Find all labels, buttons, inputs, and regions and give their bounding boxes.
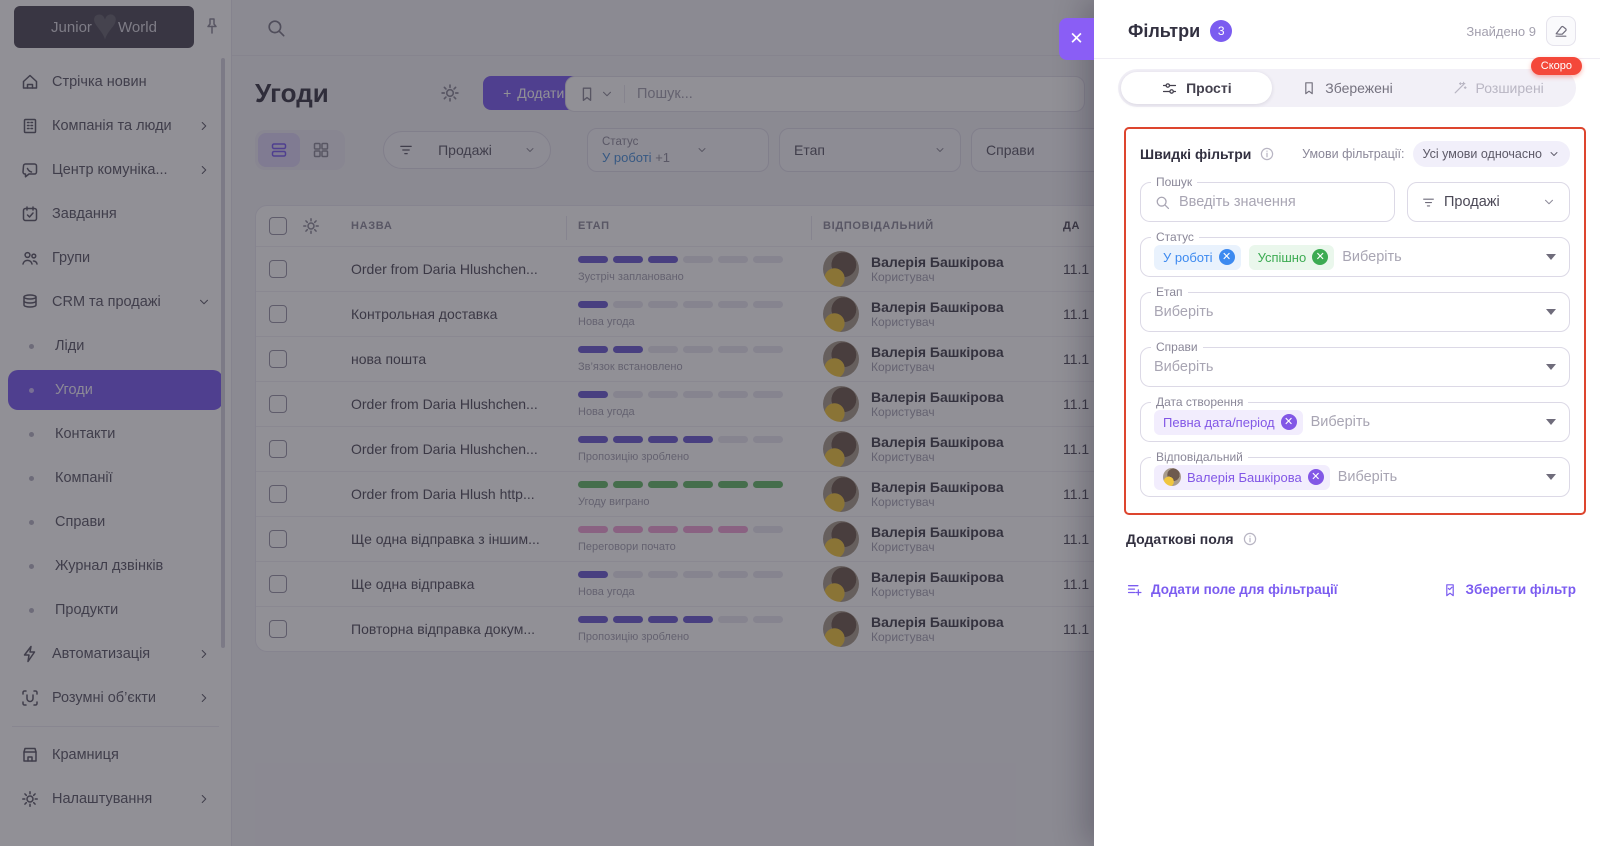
close-filters-button[interactable]: ✕ <box>1059 18 1094 60</box>
quick-filters-title: Швидкі фільтри <box>1140 146 1252 162</box>
filter-panel: ✕ Фільтри 3 Знайдено 9 Прості Збережені … <box>1059 0 1600 846</box>
save-filter-button[interactable]: Зберегти фільтр <box>1442 581 1576 598</box>
search-icon <box>1154 194 1171 211</box>
funnel-filter-dropdown[interactable]: Продажі <box>1407 182 1570 222</box>
bookmark-check-icon <box>1442 582 1458 598</box>
divider <box>1094 58 1600 59</box>
chip-responsible: Валерія Башкірова ✕ <box>1154 464 1330 490</box>
caret-down-icon <box>1546 419 1556 425</box>
responsible-filter-field[interactable]: Відповідальний Валерія Башкірова ✕ Вибер… <box>1140 450 1570 497</box>
modal-overlay[interactable] <box>0 0 1094 846</box>
search-filter-field[interactable]: Пошук Введіть значення <box>1140 175 1395 222</box>
remove-chip-icon[interactable]: ✕ <box>1218 249 1235 265</box>
filter-tabs: Прості Збережені Розширені Скоро <box>1118 57 1582 107</box>
conditions-dropdown[interactable]: Усі умови одночасно <box>1412 141 1570 167</box>
close-icon: ✕ <box>1069 29 1084 48</box>
stage-filter-field[interactable]: Етап Виберіть <box>1140 285 1570 332</box>
chip-created-date: Певна дата/період ✕ <box>1154 409 1303 435</box>
wand-icon <box>1452 80 1468 96</box>
remove-chip-icon[interactable]: ✕ <box>1307 469 1324 485</box>
panel-title: Фільтри <box>1128 20 1201 41</box>
info-icon[interactable] <box>1242 531 1258 547</box>
caret-down-icon <box>1546 254 1556 260</box>
sliders-icon <box>1161 80 1178 97</box>
info-icon[interactable] <box>1259 146 1275 162</box>
chip-status-inwork: У роботі ✕ <box>1154 244 1241 270</box>
quick-filters-section: Швидкі фільтри Умови фільтрації: Усі умо… <box>1124 127 1586 515</box>
tab-advanced: Розширені <box>1422 72 1573 104</box>
avatar <box>1163 468 1181 486</box>
chevron-down-icon <box>1542 195 1556 209</box>
found-count: Знайдено 9 <box>1466 23 1536 39</box>
chevron-down-icon <box>1548 148 1560 160</box>
status-filter-field[interactable]: Статус У роботі ✕ Успішно ✕ Виберіть <box>1140 230 1570 277</box>
caret-down-icon <box>1546 364 1556 370</box>
filter-count-badge: 3 <box>1210 20 1233 42</box>
bookmark-icon <box>1301 80 1317 96</box>
caret-down-icon <box>1546 474 1556 480</box>
conditions-label: Умови фільтрації: <box>1302 147 1405 161</box>
tasks-filter-field[interactable]: Справи Виберіть <box>1140 340 1570 387</box>
soon-badge: Скоро <box>1530 57 1582 75</box>
add-filter-field-button[interactable]: Додати поле для фільтрації <box>1126 581 1338 598</box>
remove-chip-icon[interactable]: ✕ <box>1312 249 1329 265</box>
filter-lines-icon <box>1421 195 1436 210</box>
search-field-placeholder: Введіть значення <box>1179 194 1296 210</box>
tab-saved[interactable]: Збережені <box>1272 72 1423 104</box>
caret-down-icon <box>1546 309 1556 315</box>
list-plus-icon <box>1126 581 1143 598</box>
tab-simple[interactable]: Прості <box>1121 72 1272 104</box>
eraser-icon <box>1553 23 1569 39</box>
created-date-filter-field[interactable]: Дата створення Певна дата/період ✕ Вибер… <box>1140 395 1570 442</box>
remove-chip-icon[interactable]: ✕ <box>1280 414 1297 430</box>
clear-filters-button[interactable] <box>1546 16 1576 46</box>
additional-fields-title: Додаткові поля <box>1126 531 1234 547</box>
chip-status-success: Успішно ✕ <box>1248 244 1335 270</box>
